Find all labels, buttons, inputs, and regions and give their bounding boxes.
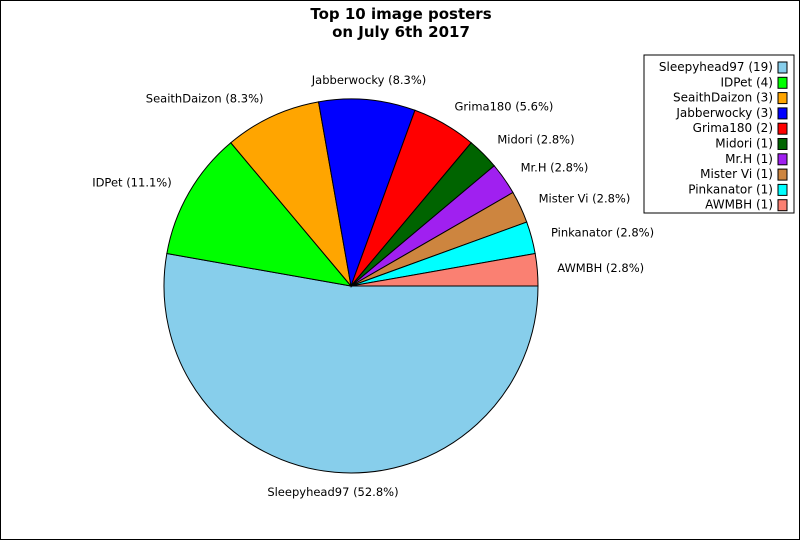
pie-slice-awmbh <box>350 252 539 287</box>
legend-swatch-mister-vi <box>777 168 788 181</box>
legend-swatch-idpet <box>777 76 788 89</box>
chart-title: Top 10 image posters on July 6th 2017 <box>310 5 491 41</box>
pie-slice-labels: Sleepyhead97 (52.8%) IDPet (11.1%) SeaithD… <box>92 73 654 499</box>
slice-label-jabberwocky: Jabberwocky (8.3%) <box>311 73 427 87</box>
slice-label-sleepyhead97: Sleepyhead97 (52.8%) <box>267 485 398 499</box>
legend-swatch-grima180 <box>777 122 788 135</box>
legend-label-seaithdaizon: SeaithDaizon (3) <box>673 91 773 105</box>
slice-label-idpet: IDPet (11.1%) <box>92 176 172 190</box>
legend-label-awmbh: AWMBH (1) <box>705 198 773 212</box>
legend-swatch-awmbh <box>777 199 788 212</box>
chart-title-line-2: on July 6th 2017 <box>332 23 470 41</box>
slice-label-pinkanator: Pinkanator (2.8%) <box>551 225 654 239</box>
legend: Sleepyhead97 (19)IDPet (4) SeaithDaizon (… <box>643 54 795 214</box>
slice-label-midori: Midori (2.8%) <box>497 133 574 147</box>
legend-label-midori: Midori (1) <box>715 137 773 151</box>
legend-label-mr-h: Mr.H (1) <box>725 152 773 166</box>
slice-label-awmbh: AWMBH (2.8%) <box>557 261 644 275</box>
legend-swatch-midori <box>777 138 788 150</box>
legend-label-grima180: Grima180 (2) <box>693 121 773 135</box>
legend-label-idpet: IDPet (4) <box>721 75 774 89</box>
legend-swatch-mr-h <box>777 153 788 166</box>
pie-slice-seaithdaizon <box>230 101 352 288</box>
pie-slice-jabberwocky <box>317 98 416 288</box>
pie-slice-idpet <box>166 142 353 287</box>
legend-swatch-seaithdaizon <box>777 92 788 105</box>
slice-label-mr-h: Mr.H (2.8%) <box>521 160 589 174</box>
legend-box <box>643 54 795 214</box>
pie-slices <box>163 98 539 474</box>
pie-slice-sleepyhead97 <box>163 252 539 474</box>
legend-swatch-sleepyhead97 <box>777 61 788 74</box>
slice-label-grima180: Grima180 (5.6%) <box>455 100 554 114</box>
legend-label-sleepyhead97: Sleepyhead97 (19) <box>659 60 773 74</box>
legend-label-mister-vi: Mister Vi (1) <box>700 167 773 181</box>
legend-label-pinkanator: Pinkanator (1) <box>688 182 773 196</box>
slice-label-mister-vi: Mister Vi (2.8%) <box>539 192 631 206</box>
legend-label-jabberwocky: Jabberwocky (3) <box>675 106 773 120</box>
chart-title-line-1: Top 10 image posters <box>310 5 491 23</box>
legend-swatch-jabberwocky <box>777 107 788 120</box>
legend-swatch-pinkanator <box>777 183 788 196</box>
slice-label-seaithdaizon: SeaithDaizon (8.3%) <box>146 91 264 105</box>
